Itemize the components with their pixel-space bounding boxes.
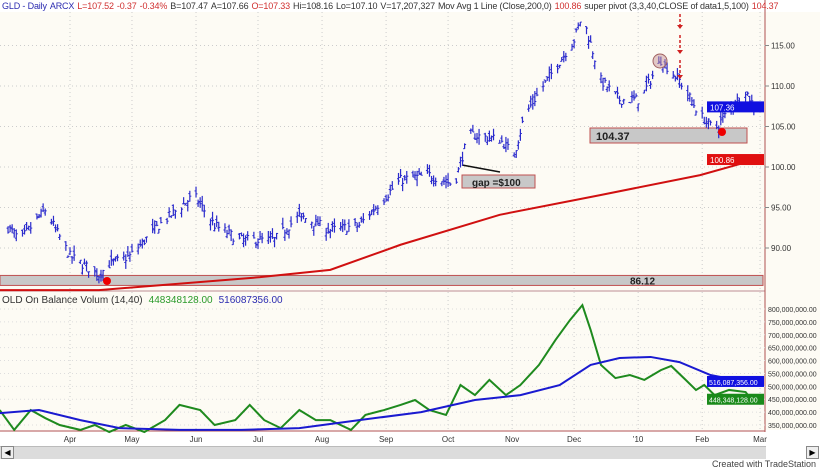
gap-label: gap =$100 (472, 178, 521, 189)
volume: V=17,207,327 (380, 1, 435, 11)
pivot-value: 104.37 (751, 1, 779, 11)
ma-label: Mov Avg 1 Line (Close,200,0) (437, 1, 552, 11)
pivot-box (589, 127, 748, 144)
price-tick-label: 105.00 (771, 123, 796, 132)
x-tick-label: Sep (379, 435, 394, 444)
open: O=107.33 (251, 1, 291, 11)
red-arrow-head (677, 75, 683, 79)
scroll-left-button[interactable]: ◀ (1, 446, 14, 459)
obv-tick-label: 550,000,000.00 (768, 371, 817, 378)
ma200-line (0, 159, 755, 292)
scroll-right-button[interactable]: ▶ (806, 446, 819, 459)
red-arrow-head (677, 50, 683, 54)
price-flag (707, 101, 764, 113)
x-tick-label: '10 (633, 435, 644, 444)
price-tick-label: 115.00 (771, 42, 795, 51)
obv-tick-label: 800,000,000.00 (768, 307, 817, 314)
obv-tick-label: 450,000,000.00 (768, 397, 817, 404)
obv-tick-label: 650,000,000.00 (768, 346, 817, 353)
bid: B=107.47 (170, 1, 208, 11)
price-header: GLD - Daily ARCX L=107.52 -0.37 -0.34% B=107.… (2, 1, 781, 11)
ask: A=107.66 (210, 1, 249, 11)
last: L=107.52 (77, 1, 114, 11)
price-flag-label: 100.86 (710, 156, 735, 165)
support-label: 86.12 (630, 276, 655, 287)
obv-tick-label: 500,000,000.00 (768, 384, 817, 391)
x-tick-label: May (124, 435, 139, 444)
obv-tick-label: 700,000,000.00 (768, 333, 817, 340)
obv-tick-label: 750,000,000.00 (768, 320, 817, 327)
obv-label: OLD On Balance Volum (14,40) (2, 295, 143, 306)
obv-header: OLD On Balance Volum (14,40) 448348128.00… (2, 295, 289, 306)
highlight-circle (652, 53, 668, 69)
obv-average-line (0, 355, 752, 431)
pivot-label: super pivot (3,3,40,CLOSE of data1,5,100… (584, 1, 749, 11)
horizontal-scrollbar[interactable] (0, 446, 766, 459)
low: Lo=107.10 (335, 1, 378, 11)
gap-line (461, 164, 501, 173)
red-dot-marker (103, 277, 111, 285)
x-tick-label: Apr (64, 435, 77, 444)
x-tick-label: Aug (315, 435, 329, 444)
price-tick-label: 110.00 (771, 82, 795, 91)
obv-tick-label: 400,000,000.00 (768, 410, 817, 417)
exchange: ARCX (49, 1, 75, 11)
x-tick-label: Nov (505, 435, 519, 444)
pivot-label: 104.37 (596, 131, 630, 143)
axis-bg (765, 12, 820, 430)
x-tick-label: Mar (753, 435, 767, 444)
footer-credit: Created with TradeStation (711, 459, 816, 469)
x-tick-label: Dec (567, 435, 581, 444)
change: -0.37 (116, 1, 137, 11)
x-tick-label: Jun (190, 435, 203, 444)
price-bars (6, 21, 756, 284)
obv-tick-label: 350,000,000.00 (768, 423, 817, 430)
price-flag (707, 154, 764, 166)
obv-avg-value: 516087356.00 (218, 295, 283, 306)
obv-flag (707, 375, 764, 387)
obv-tick-label: 600,000,000.00 (768, 359, 817, 366)
obv-line (0, 303, 753, 434)
red-arrow-head (677, 25, 683, 29)
price-tick-label: 95.00 (771, 204, 792, 213)
pct: -0.34% (139, 1, 168, 11)
ma-value: 100.86 (554, 1, 582, 11)
high: Hi=108.16 (293, 1, 333, 11)
obv-value: 448348128.00 (148, 295, 213, 306)
price-tick-label: 90.00 (771, 244, 792, 253)
red-dot-marker (718, 128, 726, 136)
x-tick-label: Feb (695, 435, 709, 444)
obv-flag (707, 393, 764, 405)
obv-flag-label: 448,348,128.00 (709, 398, 758, 405)
symbol: GLD - Daily (2, 1, 47, 11)
support-band (0, 274, 764, 286)
gap-box (461, 174, 536, 189)
price-pane-bg (0, 12, 765, 290)
obv-flag-label: 516,087,356.00 (709, 380, 758, 387)
obv-pane-bg (0, 292, 765, 430)
price-tick-label: 100.00 (771, 163, 796, 172)
price-flag-label: 107.36 (710, 103, 735, 112)
x-tick-label: Oct (442, 435, 455, 444)
x-tick-label: Jul (253, 435, 263, 444)
